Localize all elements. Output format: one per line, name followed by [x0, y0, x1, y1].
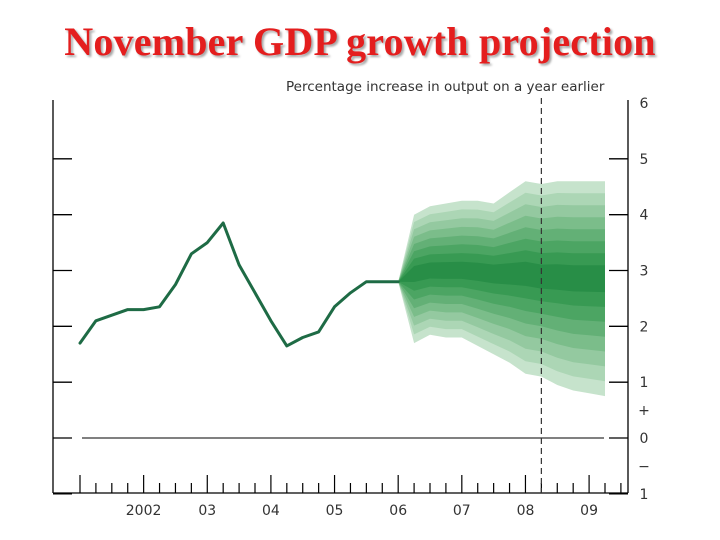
x-tick-label: 04: [262, 503, 280, 519]
y-axis-label: Percentage increase in output on a year …: [286, 79, 605, 95]
history-line: [78, 221, 400, 348]
x-tick-label: 07: [453, 503, 471, 519]
x-tick-label: 08: [517, 503, 535, 519]
x-tick-label: 06: [389, 503, 407, 519]
x-tick-label: 2002: [126, 503, 162, 519]
history-series: [78, 221, 400, 348]
y-tick-label: 2: [640, 319, 649, 335]
projection-fan: [398, 181, 605, 397]
y-tick-label: 1: [640, 375, 649, 391]
y-tick-label: 5: [640, 152, 649, 168]
y-tick-label: +: [638, 403, 650, 419]
y-tick-label: 4: [640, 208, 649, 224]
slide-title: November GDP growth projection: [64, 19, 656, 64]
y-tick-label: −: [638, 459, 650, 475]
x-tick-label: 05: [326, 503, 344, 519]
axes: [52, 98, 629, 495]
x-tick-label: 09: [580, 503, 598, 519]
tick-labels: 6 5 4 3 2 1 +0 − 1 2002 03 04 05 06 07 08 09: [126, 96, 650, 519]
y-tick-label: 6: [640, 96, 649, 112]
y-tick-label: 3: [640, 264, 649, 280]
fan-band-8: [398, 261, 605, 293]
y-tick-label: 1: [640, 487, 649, 503]
x-tick-label: 03: [198, 503, 216, 519]
y-tick-label: 0: [640, 431, 649, 447]
